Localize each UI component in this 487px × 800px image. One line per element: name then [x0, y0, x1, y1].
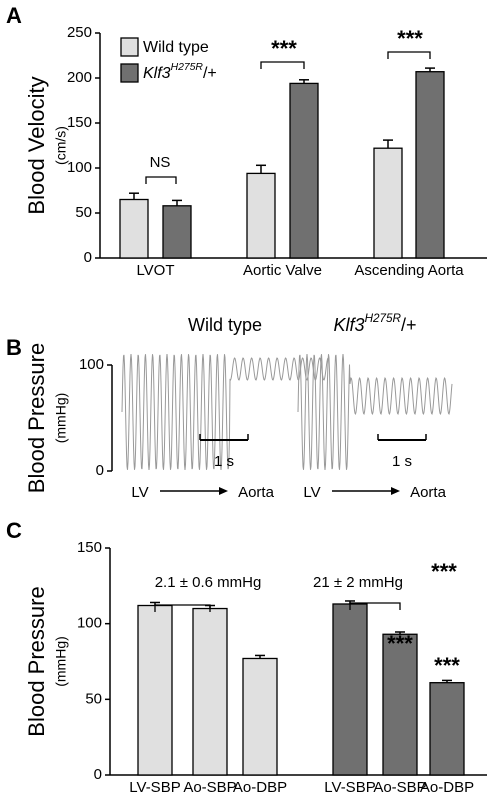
- bar: [415, 71, 445, 259]
- y-tick-label: 0: [84, 249, 92, 266]
- arrow-head: [219, 487, 228, 495]
- panel-label: B: [6, 335, 22, 360]
- x-tick-label: LV-SBP: [324, 779, 375, 796]
- scale-bar-label: 1 s: [392, 453, 412, 470]
- scale-bar-label: 1 s: [214, 453, 234, 470]
- bar: [242, 657, 278, 776]
- y-tick-label: 200: [67, 69, 92, 86]
- panel-title: Klf3H275R/+: [334, 312, 417, 335]
- x-tick-label: Ao-DBP: [420, 779, 474, 796]
- bar: [289, 82, 319, 259]
- bracket: [349, 602, 401, 610]
- y-axis-label: Blood Pressure: [24, 343, 49, 493]
- label-name: Klf3: [334, 315, 365, 335]
- x-tick-label: LVOT: [136, 262, 174, 279]
- x-tick-label: Ao-DBP: [233, 779, 287, 796]
- y-axis-label: Blood Pressure: [24, 586, 49, 736]
- bar: [332, 603, 368, 776]
- annotation: ***: [271, 36, 297, 61]
- x-tick-label: LV-SBP: [129, 779, 180, 796]
- label-sup: H275R: [365, 312, 402, 325]
- annotation: ***: [397, 26, 423, 51]
- bar: [119, 198, 149, 259]
- pressure-trace: [297, 353, 453, 471]
- y-tick-label: 0: [94, 766, 102, 783]
- label-name: Klf3: [143, 65, 171, 82]
- annotation: ***: [434, 653, 460, 678]
- legend-label: Klf3H275R/+: [143, 62, 217, 82]
- y-tick-label: 100: [67, 159, 92, 176]
- label-sup: H275R: [171, 62, 204, 73]
- y-tick-label: 0: [96, 462, 104, 479]
- label-name: Wild type: [143, 39, 209, 56]
- bracket: [154, 604, 211, 612]
- bar: [137, 604, 173, 776]
- label-name: Wild type: [188, 315, 262, 335]
- y-axis-unit: (mmHg): [53, 636, 69, 687]
- x-tick-label: Ao-SBP: [373, 779, 426, 796]
- y-axis-unit: (mmHg): [53, 393, 69, 444]
- annotation: 21 ± 2 mmHg: [313, 574, 403, 591]
- annotation: NS: [150, 154, 171, 171]
- y-tick-label: 250: [67, 24, 92, 41]
- bracket: [260, 61, 305, 69]
- from-label: LV: [131, 484, 148, 501]
- x-tick-label: Ascending Aorta: [354, 262, 464, 279]
- y-tick-label: 150: [67, 114, 92, 131]
- bar: [373, 147, 403, 259]
- bar: [162, 205, 192, 259]
- y-axis-label: Blood Velocity: [24, 76, 49, 214]
- y-tick-label: 100: [77, 615, 102, 632]
- label-end: /+: [401, 315, 417, 335]
- y-tick-label: 150: [77, 539, 102, 556]
- pressure-trace: [121, 353, 329, 471]
- annotation: ***: [431, 559, 457, 584]
- to-label: Aorta: [410, 484, 447, 501]
- from-label: LV: [303, 484, 320, 501]
- y-tick-label: 50: [85, 690, 102, 707]
- to-label: Aorta: [238, 484, 275, 501]
- x-tick-label: Ao-SBP: [183, 779, 236, 796]
- annotation: ***: [387, 631, 413, 656]
- legend-swatch: [120, 63, 139, 83]
- panel-label: C: [6, 518, 22, 543]
- bar: [192, 607, 228, 776]
- legend-swatch: [120, 37, 139, 57]
- label-end: /+: [203, 65, 217, 82]
- legend-label: Wild type: [143, 39, 209, 56]
- bracket: [387, 51, 431, 59]
- annotation: 2.1 ± 0.6 mmHg: [155, 574, 262, 591]
- bar: [246, 172, 276, 259]
- y-axis-unit: (cm/s): [53, 126, 69, 165]
- panel-label: A: [6, 3, 22, 28]
- y-tick-label: 100: [79, 356, 104, 373]
- bar: [382, 633, 418, 776]
- panel-title: Wild type: [188, 315, 262, 335]
- arrow-head: [391, 487, 400, 495]
- y-tick-label: 50: [75, 204, 92, 221]
- bracket: [145, 176, 177, 184]
- x-tick-label: Aortic Valve: [243, 262, 322, 279]
- bar: [429, 682, 465, 776]
